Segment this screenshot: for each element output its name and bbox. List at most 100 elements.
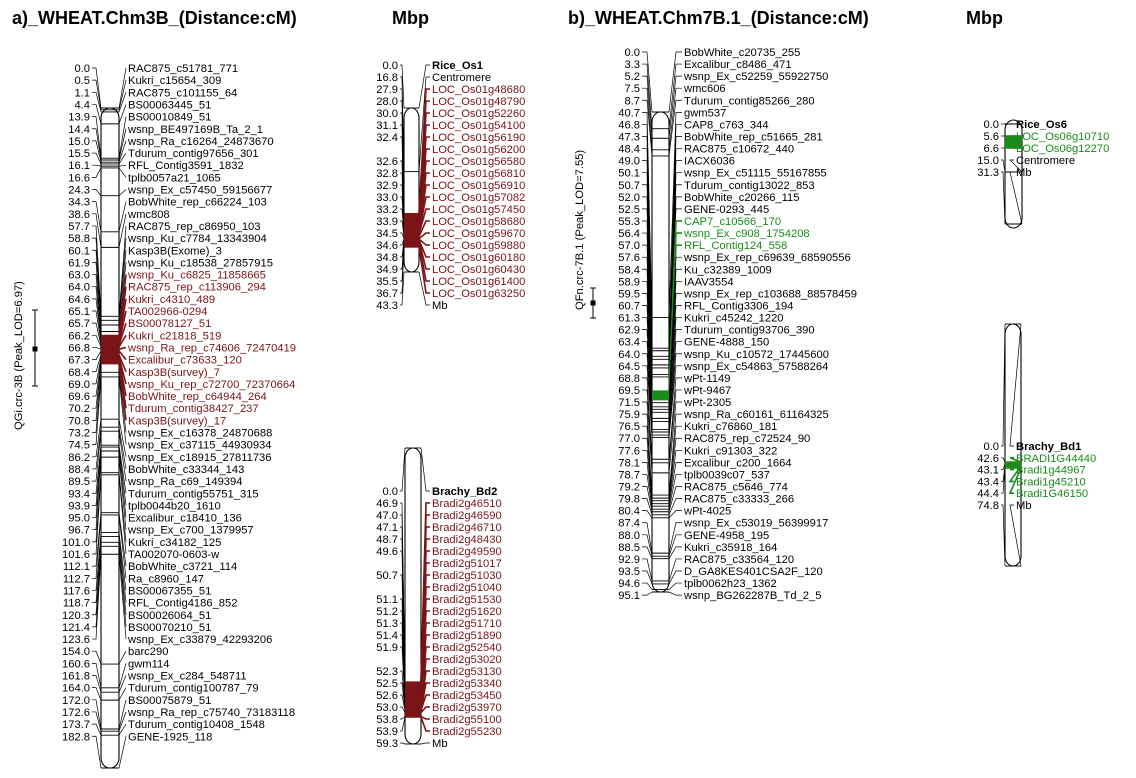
- panel-a-wheat-pos-connector: [92, 675, 102, 693]
- panel-a-rice-marker-label: LOC_Os01g56190: [432, 132, 525, 144]
- panel-a-brachy-position-label: 53.8: [376, 714, 398, 726]
- panel-a-brachy-pos-connector: [400, 447, 406, 492]
- panel-b-brachy-pos-connector: [1001, 463, 1006, 470]
- panel-a-wheat-marker-label: wsnp_BE497169B_Ta_2_1: [127, 124, 263, 136]
- panel-a-rice-name-connector: [418, 238, 430, 246]
- panel-a-wheat-pos-connector: [92, 274, 102, 336]
- panel-b-wheat-marker-label: wsnp_Ex_rep_c69639_68590556: [683, 252, 851, 264]
- panel-a-rice-position-label: 34.9: [376, 264, 398, 276]
- panel-a-wheat-marker-label: BS00067355_51: [128, 585, 211, 597]
- panel-b-wheat-marker-label: wsnp_Ku_c10572_17445600: [683, 349, 829, 361]
- panel-a-wheat-marker-label: Kasp3B(survey)_7: [128, 367, 220, 379]
- panel-a-wheat-pos-connector: [92, 361, 102, 409]
- panel-b-wheat-marker-label: Tdurum_contig85266_280: [684, 95, 815, 107]
- panel-a-wheat-pos-connector: [92, 650, 102, 665]
- panel-a-brachy-marker-label: Bradi2g51530: [432, 594, 502, 606]
- panel-a-wheat-position-label: 24.3: [68, 185, 90, 197]
- panel-a-brachy-pos-connector: [400, 716, 406, 732]
- panel-a-wheat-name-connector: [118, 419, 127, 457]
- panel-a-wheat-position-label: 64.0: [68, 282, 90, 294]
- panel-a-wheat-name-connector: [118, 80, 127, 110]
- panel-a-brachy-position-label: 46.9: [376, 498, 398, 510]
- panel-b-wheat-marker-label: RAC875_c33564_120: [684, 554, 794, 566]
- panel-a-wheat-position-label: 16.6: [68, 172, 90, 184]
- panel-b-wheat-position-label: 62.9: [618, 325, 640, 337]
- panel-b-wheat-marker-label: wsnp_Ex_c52259_55922750: [683, 71, 828, 83]
- panel-a-brachy-name-connector: [420, 682, 430, 711]
- panel-b-wheat-name-connector: [668, 389, 682, 463]
- panel-a-wheat-marker-label: TA002070-0603-w: [128, 549, 220, 561]
- panel-b-wheat-marker-label: Excalibur_c200_1664: [684, 457, 792, 469]
- panel-b-wheat-position-label: 64.0: [618, 349, 640, 361]
- panel-a-rice-marker-label: LOC_Os01g59880: [432, 240, 525, 252]
- panel-a-wheat-position-label: 38.6: [68, 209, 90, 221]
- panel-a-wheat-pos-connector: [92, 357, 102, 385]
- panel-a-wheat-marker-label: Tdurum_contig55751_315: [128, 488, 259, 500]
- panel-a-brachy-highlight-band: [405, 682, 421, 718]
- panel-b-brachy-marker-label: Brachy_Bd1: [1016, 441, 1081, 453]
- panel-b-rice-position-label: 0.0: [983, 119, 999, 131]
- panel-a-wheat-marker-label: BS00026064_51: [128, 610, 211, 622]
- panel-a-wheat-name-connector: [118, 346, 127, 350]
- panel-a-wheat-position-label: 89.5: [68, 476, 90, 488]
- panel-b-wheat-pos-connector: [642, 582, 653, 590]
- panel-a-wheat-marker-label: wsnp_Ex_c18915_27811736: [127, 452, 272, 464]
- panel-a-wheat-pos-connector: [92, 322, 102, 346]
- panel-a-rice-name-connector: [418, 196, 430, 234]
- panel-a-brachy-pos-connector: [400, 742, 406, 745]
- panel-a-wheat-name-connector: [118, 514, 127, 579]
- panel-b-rice-highlight-band: [1005, 136, 1022, 148]
- panel-b-rice-position-label: 15.0: [977, 155, 999, 167]
- panel-a-brachy-name-connector: [420, 447, 430, 492]
- panel-a-wheat-position-label: 86.2: [68, 452, 90, 464]
- panel-a-wheat-marker-label: wmc808: [127, 209, 170, 221]
- panel-b-qtl-label: QFn.crc-7B.1 (Peak_LOD=7.55): [574, 150, 586, 310]
- panel-a-brachy-marker-label: Bradi2g46710: [432, 522, 502, 534]
- panel-a-wheat-pos-connector: [92, 116, 102, 159]
- panel-a-wheat-marker-label: RAC875_rep_c113906_294: [128, 282, 266, 294]
- panel-a-rice-marker-label: LOC_Os01g57082: [432, 192, 525, 204]
- panel-a-rice-pos-connector: [400, 238, 405, 246]
- panel-b-wheat-marker-label: wPt-4025: [683, 506, 731, 518]
- panel-a-rice-marker-label: LOC_Os01g56200: [432, 144, 525, 156]
- panel-a-wheat-position-label: 101.6: [62, 549, 90, 561]
- panel-b-wheat-pos-connector: [642, 558, 653, 581]
- panel-a-wheat-name-connector: [118, 687, 127, 701]
- panel-b-wheat-position-label: 46.8: [618, 119, 640, 131]
- panel-a-wheat-marker-label: wsnp_Ra_c69_149394: [127, 476, 242, 488]
- panel-b-wheat-marker-label: RFL_Contig3306_194: [684, 300, 793, 312]
- panel-a-wheat-marker-label: RFL_Contig4186_852: [128, 598, 237, 610]
- panel-a-brachy-marker-label: Bradi2g51030: [432, 570, 502, 582]
- panel-a-wheat-name-connector: [118, 474, 127, 555]
- panel-b-wheat-marker-label: wPt-9467: [683, 385, 731, 397]
- panel-a-rice-position-label: 28.0: [376, 96, 398, 108]
- panel-b-wheat-name-connector: [668, 305, 682, 419]
- panel-a-wheat-marker-label: RAC875_rep_c86950_103: [128, 221, 261, 233]
- panel-b-wheat-name-connector: [668, 353, 682, 436]
- panel-a-wheat-highlight-band: [101, 335, 119, 364]
- panel-b-wheat-pos-connector: [642, 474, 653, 510]
- panel-b-wheat-position-label: 57.0: [618, 240, 640, 252]
- panel-b-wheat-position-label: 87.4: [618, 518, 640, 530]
- panel-a-rice-marker-label: Rice_Os1: [432, 60, 483, 72]
- panel-a-wheat-position-label: 60.1: [68, 245, 90, 257]
- panel-b-wheat-marker-label: wPt-1149: [683, 373, 730, 385]
- panel-b-wheat-name-connector: [668, 474, 682, 510]
- panel-a-rice-position-label: 33.0: [376, 192, 398, 204]
- panel-a-brachy-position-label: 52.5: [376, 678, 398, 690]
- panel-b-wheat-marker-label: Kukri_c91303_322: [684, 445, 777, 457]
- panel-a-wheat-name-connector: [118, 67, 127, 109]
- panel-a-wheat-pos-connector: [92, 450, 102, 518]
- panel-b-wheat-marker-label: CAP8_c763_344: [684, 119, 769, 131]
- panel-a-wheat-position-label: 101.0: [62, 537, 90, 549]
- panel-b-wheat-position-label: 79.2: [618, 482, 640, 494]
- panel-a-mbp-title: Mbp: [392, 8, 429, 28]
- panel-b-wheat-marker-label: wsnp_BG262287B_Td_2_5: [683, 590, 821, 602]
- panel-a-wheat-marker-label: wsnp_Ex_c37115_44930934: [127, 440, 272, 452]
- panel-a-wheat-name-connector: [118, 363, 127, 421]
- panel-a-wheat-pos-connector: [92, 372, 102, 433]
- panel-a-wheat-pos-connector: [92, 735, 102, 769]
- panel-b-brachy-position-label: 42.6: [977, 453, 999, 465]
- panel-a-wheat-position-label: 70.2: [68, 403, 90, 415]
- panel-a-wheat-pos-connector: [92, 554, 102, 640]
